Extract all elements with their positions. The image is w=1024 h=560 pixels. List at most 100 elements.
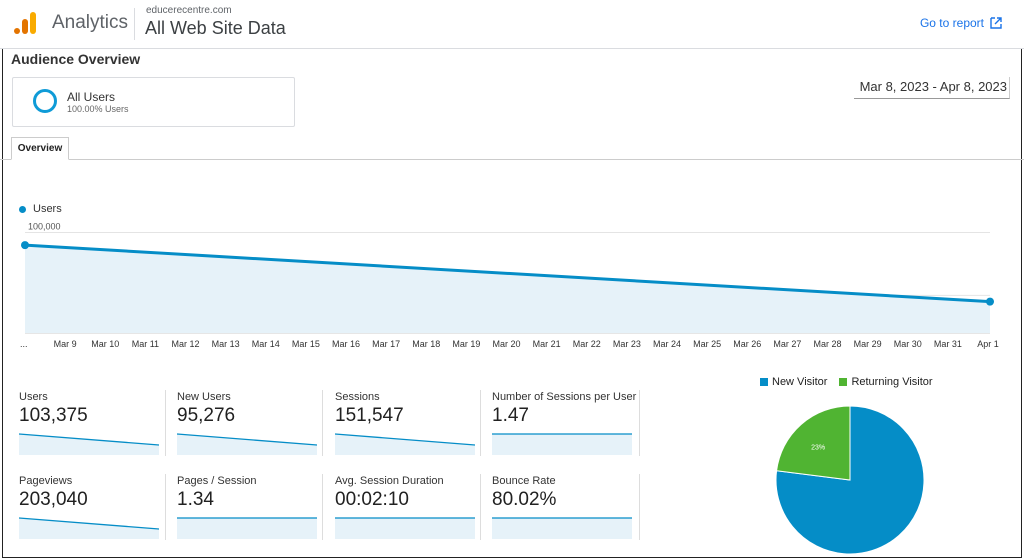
go-to-report-link[interactable]: Go to report [920,16,1002,30]
metric-tile[interactable]: Bounce Rate 80.02% [492,475,642,545]
new-visitor-swatch [760,378,768,386]
view-selector[interactable]: All Web Site Data [145,18,286,38]
metric-value: 95,276 [177,405,236,426]
metric-separator [480,390,481,456]
metric-label: Users [19,391,48,403]
metric-sparkline [335,433,475,455]
x-tick-label: Mar 12 [171,339,199,349]
visitor-pie-chart[interactable]: 77% 23% [770,400,930,560]
metric-tile[interactable]: Pages / Session 1.34 [177,475,327,545]
metric-value: 1.34 [177,489,214,510]
x-tick-label: Mar 22 [573,339,601,349]
metric-value: 80.02% [492,489,557,510]
metric-tile[interactable]: Number of Sessions per User 1.47 [492,391,642,461]
x-tick-label: Mar 20 [492,339,520,349]
metric-value: 203,040 [19,489,88,510]
metric-sparkline [19,517,159,539]
segment-ring-icon [33,89,57,113]
metric-tile[interactable]: New Users 95,276 [177,391,327,461]
x-tick-label: Mar 15 [292,339,320,349]
metric-label: Number of Sessions per User [492,391,637,403]
series-color-dot [19,205,26,213]
legend-series-label: Users [33,203,62,215]
metric-label: Pages / Session [177,475,257,487]
x-tick-label: Mar 27 [773,339,801,349]
sparkline-fill [177,518,317,539]
sparkline-fill [335,434,475,455]
metric-separator [639,474,640,540]
segment-selector[interactable]: All Users 100.00% Users [12,77,295,127]
metric-separator [639,390,640,456]
x-tick-label: Mar 19 [452,339,480,349]
x-tick-label: Mar 29 [854,339,882,349]
metric-value: 151,547 [335,405,404,426]
metric-sparkline [177,433,317,455]
metric-label: Sessions [335,391,380,403]
account-name[interactable]: educerecentre.com [146,5,232,16]
metric-sparkline [177,517,317,539]
x-tick-label: Apr 1 [977,339,999,349]
metric-sparkline [19,433,159,455]
app-header: Analytics educerecentre.com All Web Site… [0,0,1024,49]
page-title: Audience Overview [11,51,141,67]
x-tick-label: Mar 28 [813,339,841,349]
metric-label: Pageviews [19,475,73,487]
x-tick-label: Mar 11 [132,339,159,349]
metric-separator [322,390,323,456]
pie-legend-item-returning[interactable]: Returning Visitor [839,376,933,388]
sparkline-line [19,433,159,446]
date-range-picker[interactable]: Mar 8, 2023 - Apr 8, 2023 [853,77,1010,99]
x-tick-label: Mar 9 [54,339,77,349]
tab-overview[interactable]: Overview [11,137,69,160]
sparkline-fill [19,434,159,455]
metric-label: New Users [177,391,231,403]
pie-legend: New Visitor Returning Visitor [760,376,933,388]
sparkline-fill [335,518,475,539]
x-tick-label: ... [20,339,28,349]
chart-legend[interactable]: Users [19,203,62,215]
pie-legend-item-new[interactable]: New Visitor [760,376,827,388]
sparkline-line [19,517,159,530]
metric-separator [165,474,166,540]
go-to-report-label: Go to report [919,16,984,30]
external-link-icon [990,17,1002,29]
data-point[interactable] [21,241,29,250]
x-tick-label: Mar 23 [613,339,641,349]
metric-value: 1.47 [492,405,529,426]
pie-slice[interactable] [776,405,851,481]
metric-separator [322,474,323,540]
x-tick-label: Mar 16 [332,339,360,349]
returning-visitor-swatch [839,378,848,386]
metric-separator [165,390,166,456]
series-line [24,243,991,304]
area-fill [25,245,990,333]
metric-tile[interactable]: Avg. Session Duration 00:02:10 [335,475,485,545]
tab-baseline [0,159,1024,160]
x-tick-label: Mar 26 [733,339,761,349]
metric-sparkline [492,433,632,455]
sparkline-line [177,433,317,446]
segment-subtitle: 100.00% Users [67,104,129,114]
x-tick-label: Mar 31 [934,339,962,349]
x-tick-label: Mar 17 [372,339,400,349]
sparkline-fill [177,434,317,455]
pie-slice-label: 77% [895,544,909,551]
x-tick-label: Mar 10 [91,339,119,349]
sparkline-fill [19,518,159,539]
sparkline-fill [492,434,632,455]
metric-value: 00:02:10 [335,489,409,510]
metric-label: Bounce Rate [492,475,556,487]
x-tick-label: Mar 24 [653,339,681,349]
metric-sparkline [492,517,632,539]
x-tick-label: Mar 14 [252,339,280,349]
segment-name: All Users [67,90,116,104]
x-tick-label: Mar 30 [894,339,922,349]
metric-tile[interactable]: Sessions 151,547 [335,391,485,461]
data-point[interactable] [986,297,994,306]
metric-label: Avg. Session Duration [335,475,444,487]
x-tick-label: Mar 21 [533,339,561,349]
metric-tile[interactable]: Pageviews 203,040 [19,475,169,545]
y-tick-label: 100,000 [28,222,61,232]
metric-tile[interactable]: Users 103,375 [19,391,169,461]
